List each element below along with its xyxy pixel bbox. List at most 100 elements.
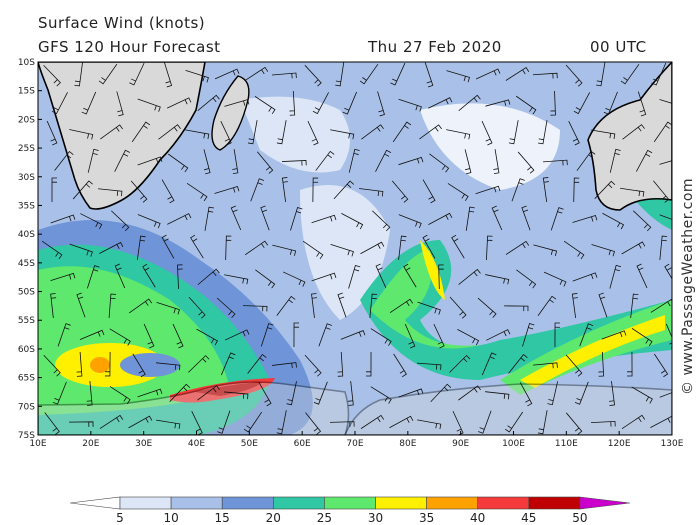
wind-barb [188,296,206,319]
copyright: © www.PassageWeather.com [680,178,696,395]
wind-barb [591,129,616,139]
colorbar-label: 20 [266,511,281,525]
wind-barb [220,352,236,376]
time: 00 UTC [590,38,647,56]
wind-barb [475,68,501,80]
wind-barb [537,410,548,435]
wind-barb [630,293,639,318]
wind-barb [371,210,391,232]
wind-barb [601,330,627,340]
wind-barb [631,328,653,347]
wind-barb [503,305,529,312]
wind-barb [282,271,306,287]
wind-barb [51,177,58,203]
wind-barb [370,386,392,404]
wind-barb [99,241,124,254]
wind-barb [80,213,103,230]
wind-barb [486,329,511,341]
wind-barb [653,121,672,143]
wind-barb [348,264,361,289]
wind-barb [424,62,434,88]
wind-barb [197,268,220,286]
lat-label: 10S [18,58,35,68]
map-area [38,62,672,435]
wind-barb [132,353,146,378]
calm-3 [420,103,560,190]
wind-barb [137,214,161,229]
wind-barb [398,156,424,166]
wind-barb [547,381,559,406]
wind-barb [659,392,672,398]
wind-barb [422,234,436,259]
lon-label: 20E [82,439,99,449]
wind-barb [340,330,366,340]
wind-barb [142,263,156,288]
wind-barb [318,323,332,347]
wind-barb [571,293,578,318]
wind-barb [311,272,337,282]
wind-barb [305,412,322,435]
wind-barb [313,381,328,405]
lon-label: 110E [555,439,578,449]
wind-barb [554,322,561,348]
wind-barb [161,179,175,204]
wind-barb [485,391,510,400]
wind-barb [532,72,558,79]
colorbar-segment [477,496,530,510]
wind-barb [477,297,497,318]
wind-barb [255,269,276,289]
wind-barb [43,65,61,87]
wind-barb [315,150,335,171]
wind-barb [591,244,615,257]
wind-barb [216,297,236,318]
wind-barb [449,354,471,373]
wind-barb [637,91,647,117]
wind-barb [347,381,354,406]
antarctica-west [38,381,350,435]
lat-label: 30S [18,173,35,183]
colorbar-segment [221,496,274,510]
wind-barb [224,274,249,285]
wind-barb [50,272,76,281]
wind-barb [417,362,442,370]
wind-barb [98,188,123,197]
wind-barb [609,148,621,173]
wind-barbs [41,62,672,435]
wind-barb [360,414,385,429]
lon-label: 70E [346,439,363,449]
wind-barb [311,293,318,318]
wind-barb [52,381,67,405]
wind-barb [631,386,653,404]
wind-barb [452,410,464,435]
wind-barb [272,72,297,79]
lon-label: 120E [608,439,631,449]
wind-barb [590,420,616,427]
wind-barb [335,62,345,87]
wind-barb [438,264,444,290]
colorbar-label: 15 [215,511,230,525]
wind-barb [365,351,372,377]
wind-barb [276,120,287,145]
wind-barb [232,149,239,175]
wind-barb [458,268,481,285]
zone-25-east [370,250,480,349]
colorbar-label: 45 [521,511,536,525]
wind-barb [129,62,145,86]
lon-label: 10E [29,439,46,449]
wind-barb [99,414,124,429]
wind-barb [598,351,605,377]
wind-barb [417,419,442,430]
lon-label: 80E [399,439,416,449]
wind-barb [330,129,355,140]
wind-barb [214,68,240,80]
wind-barb [369,293,378,318]
wind-barb [81,91,97,115]
date: Thu 27 Feb 2020 [367,38,502,56]
wind-barb [281,159,307,166]
wind-barb [621,414,646,430]
wind-barb [650,298,672,313]
wind-barb [511,178,525,202]
colorbar-segment [272,496,325,510]
wind-barb [333,180,355,200]
colorbar-label: 50 [572,511,587,525]
